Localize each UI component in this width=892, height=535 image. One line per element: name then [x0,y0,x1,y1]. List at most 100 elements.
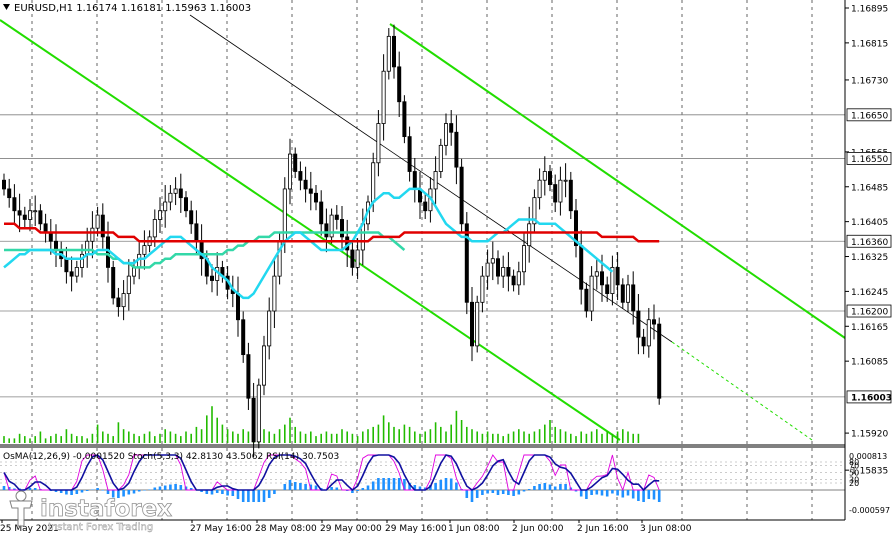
level-label-box-2 [846,234,892,248]
candle-body-62 [324,223,329,238]
level-label-0: 1.16650 [851,111,888,121]
candle-body-37 [194,223,199,242]
indicator-tick-label-4: 30 [849,476,859,485]
stoch-signal-line [3,454,660,492]
dropdown-triangle-icon[interactable] [3,4,10,10]
time-tick-label-3: 29 May 00:00 [320,524,382,534]
candle-body-91 [475,301,480,347]
candle-body-90 [469,301,474,347]
price-tick-label-5: 1.16405 [851,218,888,228]
candle-body-104 [542,171,547,181]
candle-body-88 [459,166,464,225]
candle-body-86 [449,123,454,133]
candle-body-77 [402,101,407,138]
candle-body-81 [423,201,428,212]
candle-body-79 [412,171,417,190]
candle-body-8 [43,223,48,233]
candle-body-87 [454,131,459,168]
candle-body-98 [511,275,516,286]
candle-body-93 [485,262,490,277]
candle-body-35 [183,197,188,212]
candle-body-47 [246,354,251,399]
candle-body-97 [506,267,511,277]
price-level-labels: 1.16650 1.16550 1.16360 1.16200 1.16003 [846,108,892,403]
candle-body-67 [350,249,355,268]
candle-body-76 [397,66,402,103]
level-label-2: 1.16360 [851,238,888,248]
candle-body-36 [189,210,194,225]
candle-body-124 [646,319,651,347]
ma-red-line [4,222,660,243]
indicator-title: OsMA(12,26,9) -0.0001520 Stoch(5,3,3) 42… [3,452,339,462]
candle-body-50 [261,345,266,386]
candle-body-21 [111,267,116,299]
candle-body-92 [480,275,485,303]
candle-body-29 [152,219,157,238]
indicator-tick-label-3: 50 [849,469,859,478]
price-tick-label-2: 1.16730 [851,76,888,86]
candle-body-61 [319,201,324,225]
candle-body-31 [163,201,168,212]
watermark-brand: instaforex [40,496,172,522]
candle-body-49 [256,384,261,443]
indicator-tick-label-1: 80 [849,458,859,467]
candle-body-23 [121,293,126,308]
candle-body-33 [173,188,178,194]
indicator-tick-label-5: 20 [849,479,859,488]
level-label-4: 1.16003 [851,393,892,403]
channel-lower-line [0,19,621,441]
candle-body-2 [12,197,17,212]
time-tick-label-8: 3 Jun 08:00 [640,524,692,534]
candle-body-7 [38,210,43,225]
candle-body-73 [381,70,386,124]
time-tick-label-2: 28 May 08:00 [255,524,317,534]
candle-body-85 [443,123,448,146]
candle-body-57 [298,171,303,181]
indicator-tick-label-2: 70 [849,462,859,471]
candle-body-6 [33,210,38,213]
candle-body-55 [287,153,292,190]
candle-body-34 [178,188,183,199]
candle-body-120 [626,284,631,303]
candle-body-118 [615,267,620,286]
candle-body-58 [303,179,308,190]
candle-body-51 [267,310,272,347]
grid-lines [31,0,813,520]
instaforex-logo: instaforex Instant Forex Trading [9,490,173,533]
candle-body-107 [558,179,563,203]
time-axis-labels: 25 May 2021 27 May 16:00 28 May 08:00 29 Ma… [0,520,692,534]
candle-body-110 [574,210,579,247]
candle-body-46 [241,319,246,356]
candle-body-48 [251,397,256,443]
candle-body-126 [657,323,662,399]
ma-teal-line [4,231,406,269]
candle-body-14 [74,267,79,277]
watermark-tagline: Instant Forex Trading [48,522,153,533]
price-tick-label-4: 1.16485 [851,183,888,193]
candle-body-4 [22,214,27,220]
candle-body-52 [272,275,277,312]
candle-body-109 [568,179,573,212]
candle-body-24 [126,275,131,294]
candle-body-121 [631,284,636,312]
candle-body-19 [100,214,105,238]
stoch-main-line [3,454,660,492]
level-label-3: 1.16200 [851,308,888,318]
candle-body-72 [376,123,381,164]
candle-body-94 [490,258,495,264]
level-label-box-0 [846,108,892,122]
candlesticks [2,24,662,458]
channel-mid-projection [671,341,813,441]
candle-body-115 [600,271,605,286]
candle-body-84 [438,144,443,172]
candle-body-0 [2,179,7,190]
candle-body-22 [116,297,121,308]
time-tick-label-5: 1 Jun 08:00 [448,524,500,534]
candle-body-112 [584,288,589,312]
candle-body-71 [371,162,376,203]
candle-body-119 [620,284,625,303]
channel-upper-line [389,23,846,339]
candle-body-15 [80,253,85,268]
